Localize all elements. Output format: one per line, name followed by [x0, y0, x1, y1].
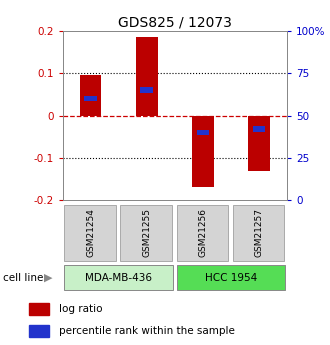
Bar: [29, 325, 49, 337]
FancyBboxPatch shape: [120, 205, 172, 261]
Bar: [197, 130, 209, 135]
Bar: [84, 96, 97, 101]
Bar: [253, 126, 265, 132]
FancyBboxPatch shape: [233, 205, 284, 261]
FancyBboxPatch shape: [177, 205, 228, 261]
Bar: [80, 76, 101, 116]
Text: GSM21254: GSM21254: [86, 208, 95, 257]
Text: cell line: cell line: [3, 273, 44, 283]
Text: percentile rank within the sample: percentile rank within the sample: [59, 326, 235, 336]
FancyBboxPatch shape: [177, 265, 285, 290]
Text: HCC 1954: HCC 1954: [205, 273, 257, 283]
Text: GSM21256: GSM21256: [198, 208, 208, 257]
Text: MDA-MB-436: MDA-MB-436: [85, 273, 152, 283]
Bar: [248, 116, 270, 170]
Bar: [192, 116, 214, 187]
FancyBboxPatch shape: [64, 265, 173, 290]
Title: GDS825 / 12073: GDS825 / 12073: [118, 16, 232, 30]
Bar: [29, 303, 49, 315]
Text: log ratio: log ratio: [59, 304, 102, 314]
FancyBboxPatch shape: [64, 205, 116, 261]
Text: ▶: ▶: [44, 273, 52, 283]
Text: GSM21257: GSM21257: [254, 208, 264, 257]
Text: GSM21255: GSM21255: [142, 208, 151, 257]
Bar: [141, 88, 153, 93]
Bar: [136, 37, 157, 116]
